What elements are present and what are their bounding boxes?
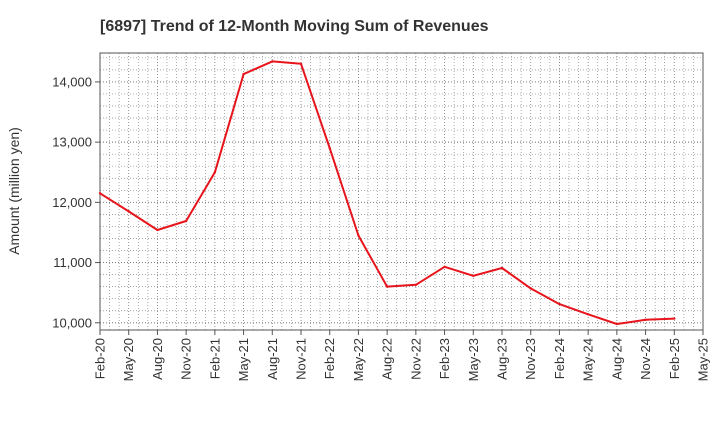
data-point [213,171,217,174]
data-point [242,72,245,76]
x-tick-label: Nov-22 [408,338,423,380]
x-tick-label: Feb-20 [93,338,108,379]
data-point [271,60,274,63]
data-point [414,283,418,287]
data-point [500,266,504,270]
y-axis: 10,000 11,000 12,000 13,000 14,000 [52,74,100,330]
x-tick-label: May-21 [236,338,251,381]
x-tick-label: May-25 [696,338,711,381]
x-tick-label: Feb-25 [667,338,682,379]
data-point [184,219,188,223]
x-tick-label: Feb-23 [437,338,452,379]
x-tick-label: Nov-20 [179,338,194,380]
y-tick-label: 14,000 [52,74,92,89]
y-axis-label: Amount (million yen) [6,127,22,255]
x-tick-label: Aug-20 [150,338,165,380]
data-point [299,62,303,66]
y-tick-label: 10,000 [52,315,92,330]
x-axis: Feb-20 May-20 Aug-20 Nov-20 Feb-21 May-21 Aug-… [93,330,711,381]
data-point [644,318,647,321]
data-point [558,302,561,306]
data-point [443,265,446,268]
plot-area [99,52,704,331]
data-point [357,234,360,237]
data-point [586,313,590,316]
x-tick-label: Nov-24 [638,338,653,380]
x-tick-label: Aug-23 [495,338,510,380]
data-point [98,192,102,195]
data-point [385,285,389,288]
data-point [328,146,331,150]
x-tick-label: Aug-22 [380,338,395,380]
data-point [529,287,532,290]
chart-title: [6897] Trend of 12-Month Moving Sum of R… [100,18,489,35]
data-point [673,317,676,320]
x-tick-label: May-23 [466,338,481,381]
grid [100,53,703,330]
series-layer [98,60,676,326]
x-tick-label: Nov-23 [523,338,538,380]
x-tick-label: Feb-22 [322,338,337,379]
x-tick-label: May-24 [581,338,596,381]
data-point [156,228,159,232]
data-point [472,274,475,278]
y-tick-label: 11,000 [53,255,92,270]
x-tick-label: May-20 [121,338,136,381]
x-tick-label: May-22 [351,338,366,381]
data-point [127,210,130,213]
x-tick-label: Feb-24 [552,338,567,379]
x-tick-label: Feb-21 [207,338,222,379]
y-tick-label: 13,000 [52,135,92,150]
x-tick-label: Aug-21 [265,338,280,380]
y-tick-label: 12,000 [52,195,92,210]
x-tick-label: Nov-21 [294,338,309,380]
data-point [615,322,619,326]
x-tick-label: Aug-24 [609,338,624,380]
